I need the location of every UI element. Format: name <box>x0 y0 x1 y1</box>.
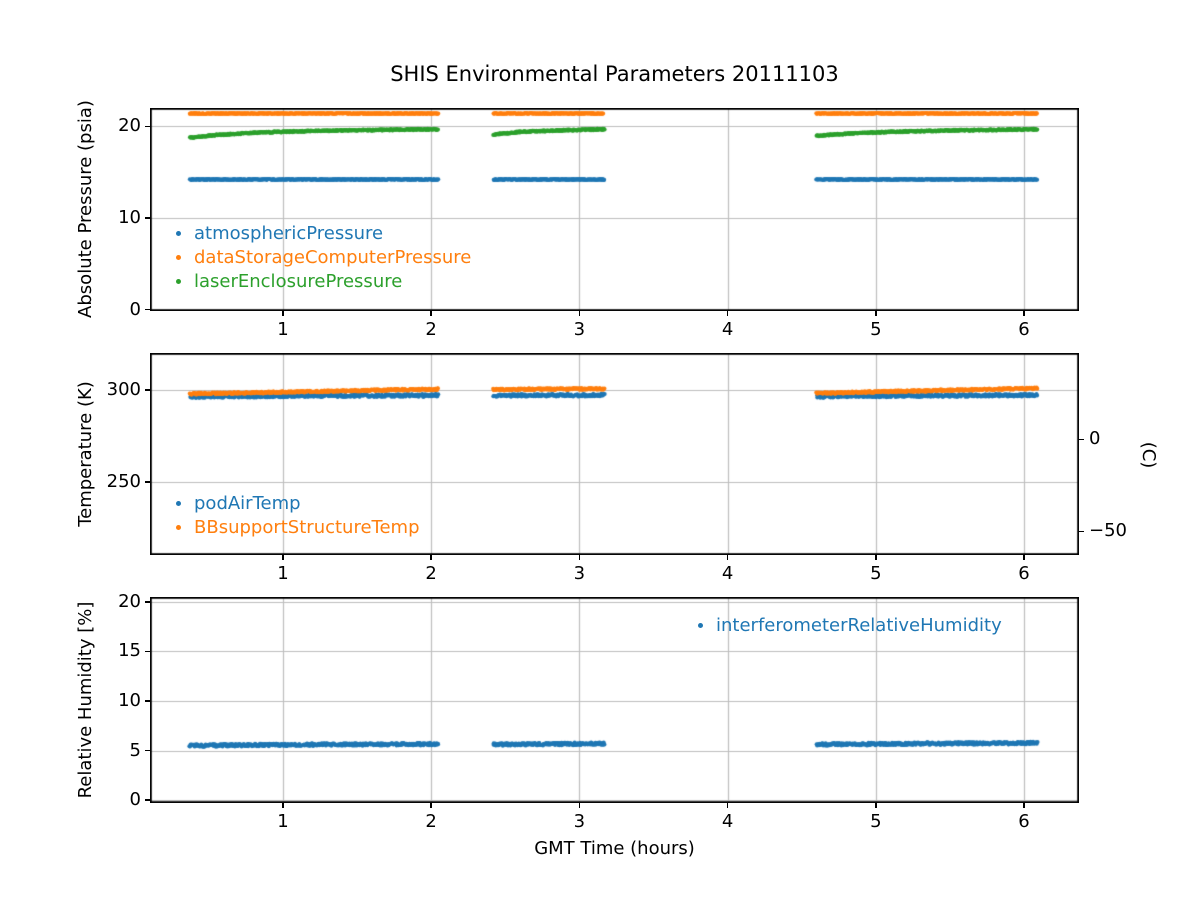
x-tick-mark <box>578 555 581 560</box>
x-tick-label: 2 <box>425 811 437 832</box>
x-tick-mark <box>1023 311 1025 316</box>
legend-item-pod-air-temp: podAirTemp <box>176 491 301 515</box>
x-tick-mark <box>578 311 581 316</box>
x-axis-label: GMT Time (hours) <box>534 838 695 859</box>
x-tick-mark <box>1023 803 1025 808</box>
scatter-marker-icon <box>176 500 181 506</box>
x-tick-label: 4 <box>721 563 734 584</box>
x-tick-label: 1 <box>277 319 289 340</box>
y-tick-label: 300 <box>106 378 141 400</box>
right-y-tick-mark <box>1079 530 1084 533</box>
legend-label: dataStorageComputerPressure <box>194 246 472 268</box>
subplot-temperature <box>150 353 1079 555</box>
x-tick-label: 2 <box>425 563 437 584</box>
subplot-pressure <box>150 108 1079 311</box>
y-tick-mark <box>145 749 150 752</box>
scatter-marker-icon <box>176 230 181 236</box>
scatter-marker-icon <box>176 278 181 284</box>
legend-item-bb-support-temp: BBsupportStructureTemp <box>176 515 420 539</box>
x-tick-label: 6 <box>1018 811 1030 832</box>
x-tick-label: 6 <box>1018 319 1030 340</box>
x-tick-mark <box>578 803 581 808</box>
y-tick-mark <box>145 700 150 702</box>
legend-item-interferometer-humidity: interferometerRelativeHumidity <box>698 613 1002 637</box>
x-tick-label: 5 <box>870 811 882 832</box>
x-tick-label: 4 <box>721 319 734 340</box>
x-tick-label: 5 <box>870 319 882 340</box>
x-tick-label: 3 <box>573 563 586 584</box>
legend-label: atmosphericPressure <box>194 222 384 244</box>
x-tick-label: 3 <box>573 319 586 340</box>
legend-label: BBsupportStructureTemp <box>194 516 420 538</box>
scatter-marker-icon <box>176 524 181 530</box>
chart-title: SHIS Environmental Parameters 20111103 <box>390 62 839 86</box>
x-tick-mark <box>1023 555 1025 560</box>
x-tick-label: 4 <box>721 811 734 832</box>
y-tick-mark <box>145 125 150 128</box>
legend-item-datastorage-pressure: dataStorageComputerPressure <box>176 245 471 269</box>
legend-label: interferometerRelativeHumidity <box>716 614 1002 636</box>
y-tick-label: 20 <box>118 590 141 612</box>
y-tick-label: 0 <box>129 789 141 811</box>
x-tick-label: 3 <box>573 811 586 832</box>
y-tick-mark <box>145 217 150 219</box>
y-tick-mark <box>145 481 150 483</box>
right-y-tick-mark <box>1079 438 1084 441</box>
y-tick-label: 10 <box>118 689 141 711</box>
x-tick-label: 1 <box>277 563 289 584</box>
x-tick-mark <box>726 311 729 316</box>
plot-area-canvas <box>150 597 1079 803</box>
y-axis-label-celsius: (C) <box>1138 441 1159 469</box>
x-tick-mark <box>282 803 284 808</box>
x-tick-label: 5 <box>870 563 882 584</box>
x-tick-mark <box>430 803 432 808</box>
x-tick-mark <box>430 311 432 316</box>
x-tick-mark <box>726 555 729 560</box>
right-y-tick-label: 0 <box>1089 428 1101 450</box>
right-y-tick-label: −50 <box>1089 520 1127 542</box>
x-tick-mark <box>874 311 877 316</box>
legend-item-atmospheric-pressure: atmosphericPressure <box>176 221 383 245</box>
plot-area-canvas <box>150 108 1079 311</box>
legend-item-laser-pressure: laserEnclosurePressure <box>176 269 402 293</box>
y-tick-mark <box>145 601 150 603</box>
y-tick-label: 250 <box>106 470 141 492</box>
x-tick-label: 6 <box>1018 563 1030 584</box>
x-tick-mark <box>874 555 877 560</box>
subplot-humidity <box>150 597 1079 803</box>
x-tick-mark <box>282 555 284 560</box>
x-tick-mark <box>282 311 284 316</box>
x-tick-mark <box>430 555 432 560</box>
y-tick-label: 10 <box>118 206 141 228</box>
y-tick-mark <box>145 308 150 311</box>
y-tick-label: 15 <box>118 640 141 662</box>
legend-label: laserEnclosurePressure <box>194 270 403 292</box>
x-tick-mark <box>874 803 877 808</box>
y-tick-label: 0 <box>129 298 141 320</box>
legend-label: podAirTemp <box>194 492 301 514</box>
x-tick-label: 2 <box>425 319 437 340</box>
scatter-marker-icon <box>698 622 703 628</box>
x-tick-label: 1 <box>277 811 289 832</box>
y-tick-mark <box>145 799 150 801</box>
plot-area-canvas <box>150 353 1079 555</box>
x-tick-mark <box>726 803 729 808</box>
y-tick-mark <box>145 650 150 653</box>
y-tick-label: 20 <box>118 115 141 137</box>
y-tick-mark <box>145 389 150 391</box>
scatter-marker-icon <box>176 254 181 260</box>
y-tick-label: 5 <box>129 739 141 761</box>
